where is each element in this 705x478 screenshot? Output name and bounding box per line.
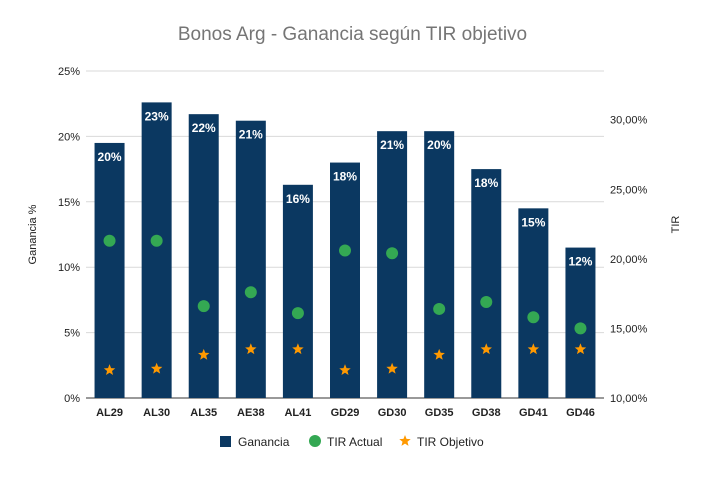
tir-objetivo-point — [103, 364, 116, 376]
bar-data-label: 12% — [568, 255, 592, 269]
bar — [141, 102, 172, 398]
y-tick-label: 5% — [64, 328, 80, 340]
bar — [424, 131, 455, 398]
tir-objetivo-point — [292, 343, 304, 355]
bar-data-label: 18% — [333, 170, 357, 184]
legend-label-tir-objetivo: TIR Objetivo — [417, 435, 484, 449]
tir-actual-point — [197, 300, 210, 313]
tir-actual-point — [339, 244, 351, 257]
tir-objetivo-point — [480, 343, 492, 355]
x-tick-label: GD35 — [425, 407, 454, 419]
tir-actual-point — [291, 307, 304, 320]
tir-objetivo-point — [150, 362, 163, 374]
y2-tick-label: 10,00% — [610, 393, 648, 405]
tir-actual-point — [433, 302, 446, 315]
legend-label-ganancia: Ganancia — [238, 435, 290, 449]
tir-objetivo-point — [433, 348, 445, 360]
x-tick-label: GD46 — [566, 407, 595, 419]
tir-actual-point — [527, 311, 540, 324]
tir-actual-point — [574, 322, 587, 335]
tir-objetivo-point — [245, 343, 257, 355]
x-tick-label: AL30 — [143, 407, 170, 419]
bar-data-label: 15% — [521, 215, 545, 229]
y2-axis-title: TIR — [670, 216, 682, 234]
bar-data-label: 20% — [427, 138, 451, 152]
bar-data-label: 18% — [474, 176, 498, 190]
x-tick-label: AL41 — [284, 407, 311, 419]
y-axis-title: Ganancia % — [27, 204, 39, 264]
bar — [518, 208, 549, 398]
tir-objetivo-point — [574, 343, 587, 355]
tir-actual-point — [103, 234, 116, 247]
bar-data-label: 23% — [145, 109, 169, 123]
bar-data-label: 16% — [286, 192, 310, 206]
bar — [330, 162, 360, 398]
legend-swatch-ganancia — [220, 436, 231, 447]
tir-objetivo-point — [198, 348, 210, 360]
x-tick-label: AL29 — [96, 407, 123, 419]
legend-swatch-tir-actual — [309, 435, 321, 447]
bar-data-label: 20% — [98, 150, 122, 164]
y2-tick-label: 25,00% — [610, 184, 648, 196]
y-tick-label: 20% — [58, 131, 80, 143]
x-tick-label: GD29 — [331, 407, 360, 419]
tir-objetivo-point — [386, 362, 398, 374]
bar — [282, 184, 313, 398]
chart-title: Bonos Arg - Ganancia según TIR objetivo — [177, 24, 528, 45]
legend-swatch-tir-objetivo — [399, 435, 411, 446]
bar — [235, 120, 266, 398]
x-tick-label: AL35 — [190, 407, 217, 419]
tir-objetivo-point — [339, 364, 351, 376]
y2-tick-label: 30,00% — [610, 115, 648, 127]
tir-actual-point — [150, 234, 163, 247]
x-tick-label: AE38 — [237, 407, 265, 419]
x-tick-label: GD30 — [378, 407, 407, 419]
tir-actual-point — [244, 286, 257, 299]
tir-actual-point — [480, 295, 493, 308]
bar — [377, 131, 408, 398]
y2-tick-label: 15,00% — [610, 323, 648, 335]
y2-tick-label: 20,00% — [610, 254, 648, 266]
tir-actual-point — [386, 247, 399, 260]
bar-data-label: 21% — [239, 128, 263, 142]
y-tick-label: 10% — [58, 262, 80, 274]
x-tick-label: GD38 — [472, 407, 501, 419]
bar-data-label: 21% — [380, 138, 404, 152]
y-tick-label: 15% — [58, 197, 80, 209]
y-tick-label: 25% — [58, 66, 80, 78]
x-tick-label: GD41 — [519, 407, 548, 419]
tir-objetivo-point — [527, 343, 540, 355]
bar — [94, 142, 125, 398]
y-tick-label: 0% — [64, 393, 80, 405]
legend-label-tir-actual: TIR Actual — [327, 435, 382, 449]
bar — [471, 169, 502, 398]
bar-data-label: 22% — [192, 121, 216, 135]
